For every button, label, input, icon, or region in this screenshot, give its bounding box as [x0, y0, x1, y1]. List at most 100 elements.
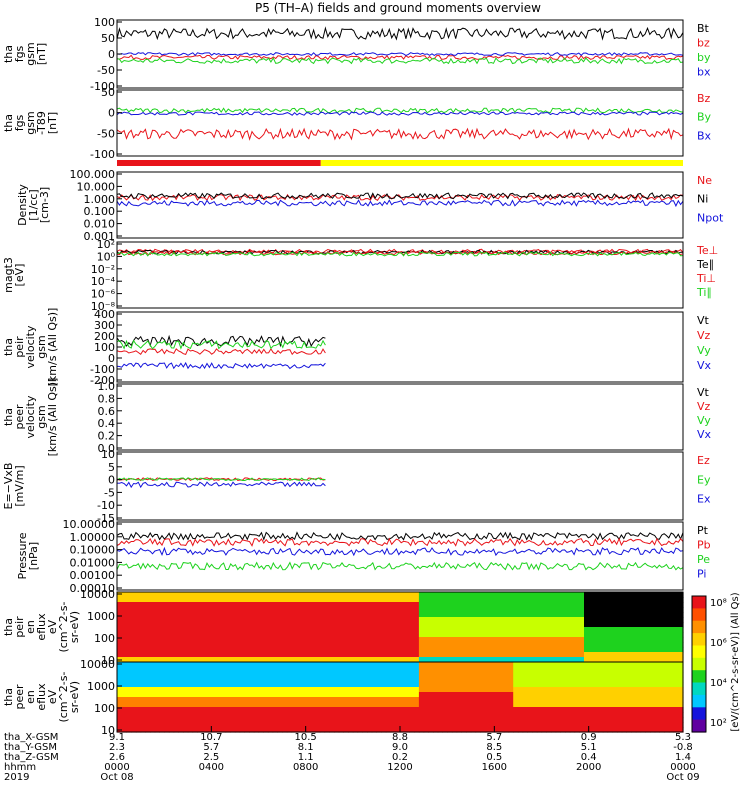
heatmap-cell — [489, 692, 495, 698]
heatmap-cell — [329, 622, 335, 628]
heatmap-cell — [277, 647, 283, 653]
heatmap-cell — [584, 612, 590, 618]
heatmap-cell — [668, 637, 675, 643]
heatmap-cell — [305, 642, 311, 648]
heatmap-cell — [301, 727, 307, 733]
heatmap-cell — [428, 657, 434, 663]
heatmap-cell — [461, 692, 467, 698]
heatmap-cell — [371, 702, 377, 708]
heatmap-cell — [602, 672, 609, 678]
x-tick-value: 0000 — [670, 762, 695, 773]
heatmap-cell — [565, 602, 571, 608]
heatmap-cell — [579, 727, 585, 733]
heatmap-cell — [579, 607, 585, 613]
heatmap-cell — [645, 717, 651, 723]
heatmap-cell — [220, 637, 227, 643]
heatmap-cell — [499, 617, 505, 623]
heatmap-cell — [668, 657, 675, 663]
heatmap-cell — [588, 632, 594, 638]
heatmap-cell — [494, 627, 500, 633]
heatmap-cell — [451, 722, 458, 728]
heatmap-cell — [164, 677, 170, 683]
heatmap-cell — [565, 702, 571, 708]
heatmap-cell — [315, 647, 321, 653]
heatmap-cell — [126, 617, 132, 623]
x-tick-value: 5.1 — [581, 742, 597, 753]
heatmap-cell — [150, 677, 156, 683]
heatmap-cell — [640, 637, 646, 643]
heatmap-cell — [433, 612, 439, 618]
y-axis-label: [km/s (All Qs)] — [46, 378, 59, 457]
heatmap-cell — [588, 672, 594, 678]
heatmap-cell — [484, 687, 491, 693]
heatmap-cell — [267, 602, 274, 608]
heatmap-cell — [400, 697, 406, 703]
heatmap-cell — [319, 662, 326, 668]
heatmap-cell — [277, 662, 283, 668]
heatmap-cell — [225, 622, 231, 628]
heatmap-cell — [263, 592, 269, 598]
heatmap-cell — [532, 627, 538, 633]
heatmap-cell — [343, 687, 349, 693]
heatmap-cell — [201, 632, 208, 638]
heatmap-cell — [239, 642, 245, 648]
heatmap-cell — [197, 622, 203, 628]
heatmap-cell — [159, 592, 165, 598]
heatmap-cell — [150, 597, 156, 603]
heatmap-cell — [291, 632, 297, 638]
heatmap-cell — [159, 602, 165, 608]
heatmap-cell — [617, 687, 623, 693]
heatmap-cell — [555, 722, 561, 728]
heatmap-cell — [282, 702, 288, 708]
heatmap-cell — [367, 677, 373, 683]
heatmap-cell — [201, 672, 208, 678]
heatmap-cell — [286, 692, 293, 698]
heatmap-cell — [607, 592, 613, 598]
heatmap-cell — [400, 682, 406, 688]
heatmap-cell — [362, 612, 368, 618]
heatmap-cell — [527, 607, 533, 613]
heatmap-cell — [400, 667, 406, 673]
heatmap-cell — [258, 622, 264, 628]
y-axis-label: sr-eV) — [68, 681, 81, 713]
heatmap-cell — [593, 617, 599, 623]
heatmap-cell — [220, 707, 227, 713]
heatmap-cell — [135, 672, 142, 678]
y-tick-label: 10⁻⁶ — [91, 288, 116, 301]
heatmap-cell — [626, 642, 632, 648]
heatmap-cell — [522, 647, 528, 653]
heatmap-cell — [423, 682, 429, 688]
heatmap-cell — [315, 662, 321, 668]
heatmap-cell — [588, 597, 594, 603]
heatmap-cell — [216, 657, 222, 663]
heatmap-cell — [433, 632, 439, 638]
heatmap-cell — [621, 662, 627, 668]
heatmap-cell — [461, 722, 467, 728]
heatmap-cell — [168, 677, 175, 683]
heatmap-cell — [550, 697, 557, 703]
heatmap-cell — [650, 667, 656, 673]
heatmap-cell — [381, 637, 387, 643]
heatmap-cell — [404, 722, 410, 728]
heatmap-cell — [522, 722, 528, 728]
heatmap-cell — [645, 672, 651, 678]
heatmap-cell — [206, 702, 212, 708]
heatmap-cell — [428, 722, 434, 728]
heatmap-cell — [433, 687, 439, 693]
heatmap-cell — [263, 647, 269, 653]
heatmap-cell — [286, 642, 293, 648]
heatmap-cell — [277, 607, 283, 613]
heatmap-cell — [357, 677, 363, 683]
heatmap-cell — [230, 602, 236, 608]
heatmap-cell — [494, 597, 500, 603]
heatmap-cell — [499, 627, 505, 633]
heatmap-cell — [451, 612, 458, 618]
heatmap-cell — [150, 622, 156, 628]
heatmap-cell — [602, 687, 609, 693]
heatmap-cell — [338, 657, 344, 663]
heatmap-cell — [522, 597, 528, 603]
heatmap-cell — [673, 607, 679, 613]
heatmap-cell — [230, 707, 236, 713]
heatmap-cell — [522, 617, 528, 623]
heatmap-cell — [367, 667, 373, 673]
